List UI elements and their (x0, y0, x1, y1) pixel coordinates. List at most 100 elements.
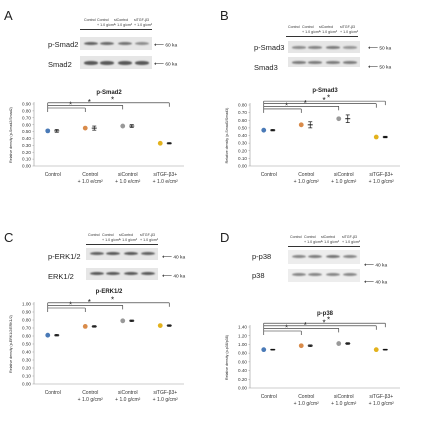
lane-header-load-1: + 1.0 g/cm² (304, 240, 323, 244)
y-tick-label: 0.10 (22, 374, 31, 379)
x-tick-label: siTGF-β3+ (369, 172, 393, 178)
x-tick-label: Control (82, 390, 98, 396)
significance-marker: * (111, 295, 114, 304)
y-tick-label: 0.00 (238, 386, 247, 391)
x-tick-label: Control (261, 394, 277, 400)
x-tick-label: siTGF-β3+ (369, 394, 393, 400)
x-tick-label: siControl (334, 172, 354, 178)
significance-marker: * (285, 101, 288, 110)
y-tick-label: 0.10 (22, 157, 31, 162)
y-tick-label: 0.00 (238, 164, 247, 169)
x-tick-label: + 1.0 g/cm² (369, 401, 394, 407)
y-tick-label: 0.90 (22, 102, 31, 107)
significance-marker: * (88, 98, 91, 107)
y-tick-label: 0.40 (22, 136, 31, 141)
molecular-weight-marker: ⟵ 50 ka (368, 64, 392, 71)
significance-marker: * (285, 324, 288, 333)
lane-header-sitgf: siTGF-β3 (134, 18, 150, 22)
lane-header-control-2: Control (302, 25, 314, 29)
arrow-left-icon: ⟵ (154, 42, 165, 49)
y-tick-label: 0.60 (238, 359, 247, 364)
x-tick-label: + 1.0 e/cm² (78, 179, 103, 185)
data-point (298, 343, 304, 349)
y-axis-label: Relative density (p-Smad2/Smad2) (9, 107, 13, 163)
y-tick-label: 1.00 (238, 342, 247, 347)
lane-header-load-1: + 1.0 g/cm² (102, 238, 121, 242)
y-tick-label: 1.40 (238, 325, 247, 330)
western-blot-strip (80, 56, 152, 69)
lane-header-load-3: + 1.0 g/cm² (134, 23, 153, 27)
x-tick-label: + 1.0 e/cm² (115, 179, 140, 185)
lane-header-control: Control (288, 25, 300, 29)
y-tick-label: 0.80 (22, 108, 31, 113)
significance-marker: * (111, 95, 114, 104)
significance-marker: * (327, 316, 330, 325)
y-tick-label: 0.80 (238, 103, 247, 108)
blot-label: p38 (252, 271, 265, 280)
lane-header-load-3: + 1.0 g/cm² (340, 30, 359, 34)
data-point (45, 128, 51, 134)
y-tick-label: 0.90 (22, 310, 31, 315)
significance-marker: * (304, 99, 307, 108)
panel-label: D (220, 230, 230, 245)
y-tick-label: 0.70 (22, 115, 31, 120)
data-point (120, 318, 126, 324)
lane-header-load-1: + 1.0 g/cm² (302, 30, 321, 34)
y-tick-label: 0.30 (22, 143, 31, 148)
chart-area: p-p38 Relative density (p-p38/p38) 0.00 0.2… (225, 311, 400, 407)
x-tick-label: + 1.0 g/cm² (331, 401, 356, 407)
lane-header-sicontrol: siControl (119, 233, 134, 237)
lane-header-load-3: + 1.0 g/cm² (342, 240, 361, 244)
chart-area: p-ERK1/2 Relative density (p-ERK1/2/ERK1/… (9, 289, 184, 403)
arrow-left-icon: ⟵ (162, 254, 173, 261)
figure-panel-d: D Control Control siControl siTGF-β3 + 1… (216, 218, 421, 426)
lane-header-load-3: + 1.0 g/cm² (140, 238, 159, 242)
chart-title: p-Smad3 (312, 88, 338, 94)
arrow-left-icon: ⟵ (364, 262, 375, 269)
y-tick-label: 0.50 (238, 125, 247, 130)
molecular-weight-marker: ⟵ 60 ka (154, 42, 178, 49)
molecular-weight-marker: ⟵ 50 ka (368, 45, 392, 52)
panel-label: A (4, 8, 13, 23)
lane-header-rule (86, 244, 158, 245)
lane-header-load-1: + 1.0 g/cm² (97, 23, 116, 27)
panel-label: C (4, 230, 14, 245)
y-tick-label: 0.30 (238, 141, 247, 146)
x-tick-label: + 1.0 g/cm² (78, 397, 103, 403)
y-tick-label: 0.60 (238, 118, 247, 123)
blot-label: ERK1/2 (48, 272, 74, 281)
western-blot-strip (288, 250, 360, 264)
x-tick-label: Control (45, 172, 61, 178)
blot-label: Smad2 (48, 60, 72, 69)
data-point (157, 140, 163, 146)
x-tick-label: siTGF-β3+ (153, 172, 177, 178)
data-point (45, 332, 51, 338)
significance-marker: * (322, 318, 325, 327)
y-tick-label: 0.20 (238, 377, 247, 382)
western-blot-strip (288, 41, 360, 53)
molecular-weight-marker: ⟵ 60 ka (154, 61, 178, 68)
data-point (373, 347, 379, 353)
western-blot-strip (288, 57, 360, 67)
arrow-left-icon: ⟵ (154, 61, 165, 68)
x-tick-label: + 1.0 g/cm² (153, 397, 178, 403)
y-axis-label: Relative density (p-ERK1/2/ERK1/2) (9, 315, 13, 373)
y-tick-label: 0.80 (238, 351, 247, 356)
data-point (157, 323, 163, 328)
blot-label: Smad3 (254, 63, 278, 72)
lane-header-control: Control (290, 235, 302, 239)
lane-header-sicontrol: siControl (319, 25, 334, 29)
significance-marker: * (69, 101, 72, 110)
blot-label: p-ERK1/2 (48, 252, 81, 261)
data-point (336, 116, 342, 122)
molecular-weight-marker: ⟵ 40 ka (162, 254, 186, 261)
chart-title: p-p38 (317, 311, 334, 317)
lane-header-sitgf: siTGF-β3 (140, 233, 156, 237)
western-blot-strip (80, 37, 152, 50)
lane-header-load-2: + 1.0 g/cm² (114, 23, 133, 27)
y-tick-label: 0.10 (238, 156, 247, 161)
western-blot-strip (288, 269, 360, 282)
lane-header-sitgf: siTGF-β3 (340, 25, 356, 29)
panel-label: B (220, 8, 229, 23)
lane-header-rule (288, 246, 360, 247)
